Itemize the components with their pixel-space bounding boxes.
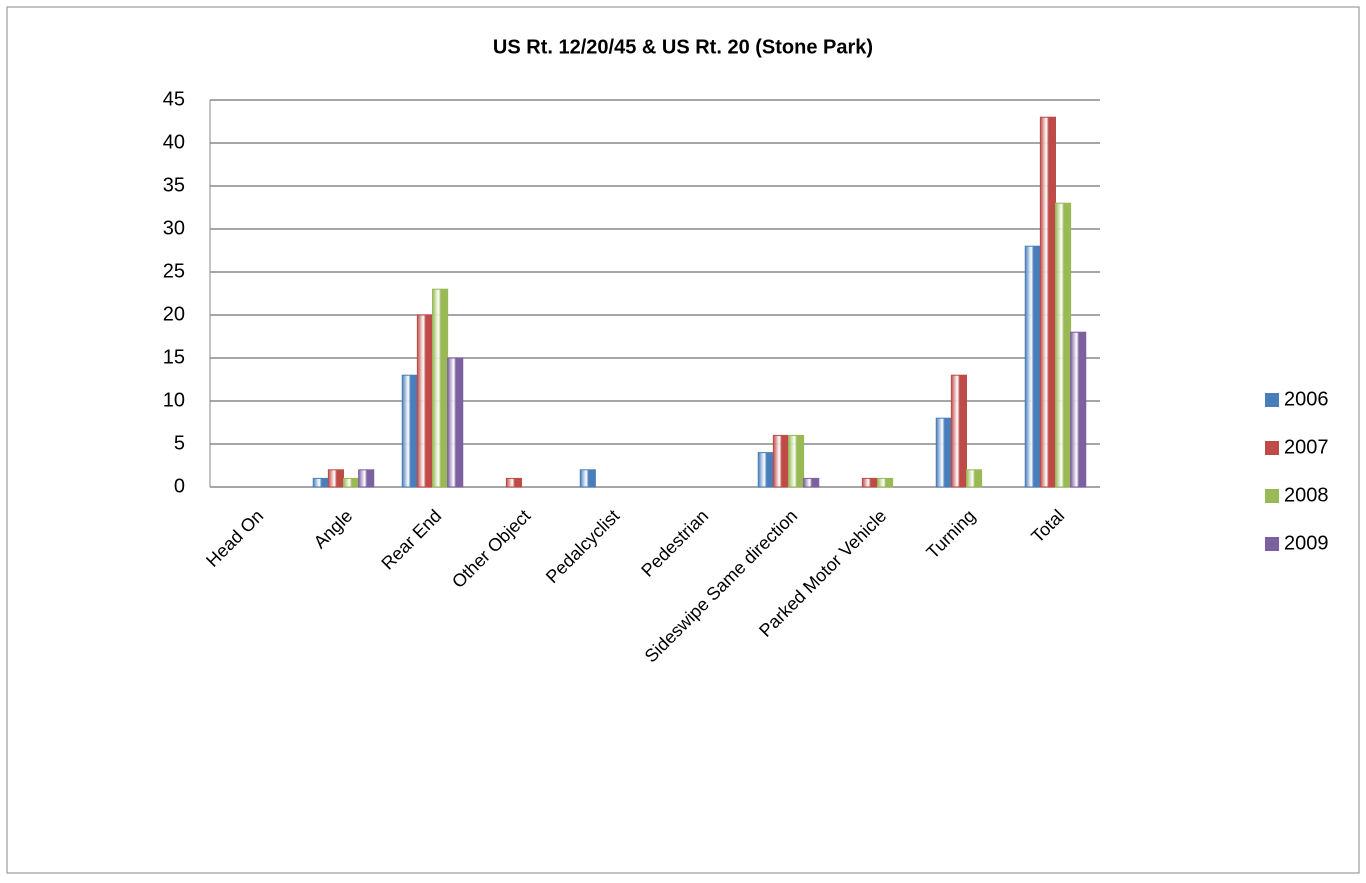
y-tick-label: 35 [163,174,185,196]
legend-swatch [1265,489,1279,503]
bar [788,434,805,488]
bar [1070,331,1087,488]
legend-swatch [1265,441,1279,455]
bar [1039,116,1056,488]
legend-label: 2008 [1284,484,1329,506]
bar [950,374,967,488]
bar [803,477,820,488]
y-tick-label: 45 [163,88,185,110]
bar [579,469,596,488]
chart-border [6,6,1360,874]
legend-swatch [1265,393,1279,407]
bar [861,477,878,488]
bar [966,469,983,488]
legend-label: 2006 [1284,388,1329,410]
bar [401,374,418,488]
bar [327,469,344,488]
bar [877,477,894,488]
chart-title: US Rt. 12/20/45 & US Rt. 20 (Stone Park) [493,36,873,58]
y-tick-label: 5 [174,432,185,454]
bar [312,477,329,488]
legend-swatch [1265,537,1279,551]
bar [416,314,433,488]
y-tick-label: 30 [163,217,185,239]
bar [505,477,522,488]
bar [935,417,952,488]
y-tick-label: 15 [163,346,185,368]
y-tick-label: 20 [163,303,185,325]
bar [432,288,449,488]
y-tick-label: 40 [163,131,185,153]
y-tick-label: 25 [163,260,185,282]
legend-label: 2009 [1284,532,1329,554]
y-tick-label: 10 [163,389,185,411]
bar [757,452,774,488]
bar [343,477,360,488]
bar [447,357,464,488]
y-tick-label: 0 [174,475,185,497]
legend-label: 2007 [1284,436,1329,458]
bar [1055,202,1072,488]
bar [358,469,375,488]
bar [1024,245,1041,488]
bar [772,434,789,488]
